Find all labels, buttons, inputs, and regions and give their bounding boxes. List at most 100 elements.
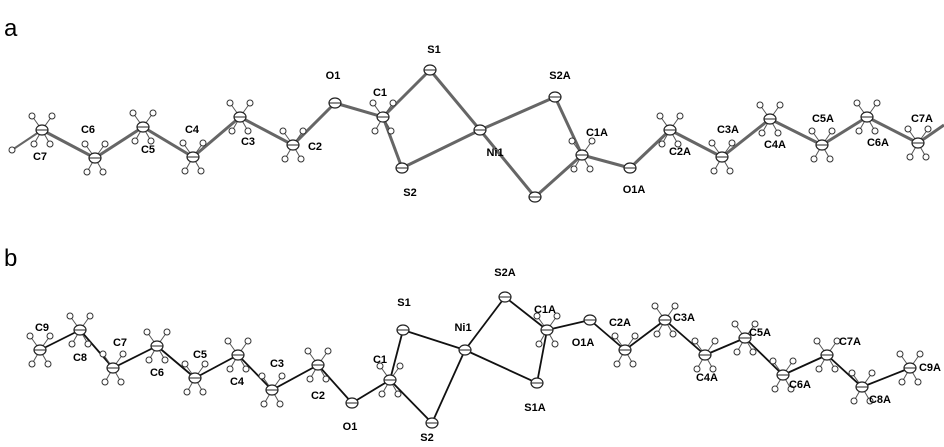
hydrogen (227, 100, 233, 106)
bond (480, 130, 535, 197)
hydrogen (305, 348, 311, 354)
hydrogen (397, 363, 403, 369)
hydrogen (711, 168, 717, 174)
bond (402, 130, 480, 168)
hydrogen (790, 358, 796, 364)
hydrogen (630, 361, 636, 367)
hydrogen (45, 361, 51, 367)
hydrogen (729, 140, 735, 146)
hydrogen (182, 168, 188, 174)
atom-label: C4 (230, 376, 245, 388)
atom-label: C5 (193, 349, 207, 361)
bond (383, 117, 402, 168)
atom-label: S2 (420, 432, 433, 444)
hydrogen (200, 140, 206, 146)
hydrogen (632, 333, 638, 339)
hydrogen (587, 166, 593, 172)
hydrogen (259, 373, 265, 379)
atom-label: C4 (185, 124, 200, 136)
hydrogen (652, 303, 658, 309)
atom-label: C8 (73, 352, 87, 364)
hydrogen (180, 140, 186, 146)
hydrogen (677, 113, 683, 119)
hydrogen (118, 379, 124, 385)
hydrogen (692, 338, 698, 344)
bond (465, 350, 537, 383)
atom-label: S1A (524, 402, 545, 414)
hydrogen (552, 341, 558, 347)
atom-label: C3 (270, 358, 284, 370)
bond (555, 97, 582, 155)
atom-label: C2 (311, 390, 325, 402)
bond (432, 350, 465, 423)
bond (383, 70, 430, 117)
hydrogen (395, 391, 401, 397)
atom-label: O1A (623, 184, 646, 196)
hydrogen (654, 331, 660, 337)
hydrogen (390, 100, 396, 106)
hydrogen (182, 361, 188, 367)
atom-label: C5A (812, 113, 834, 125)
hydrogen (279, 373, 285, 379)
hydrogen (227, 366, 233, 372)
hydrogen (777, 102, 783, 108)
hydrogen (102, 141, 108, 147)
hydrogen (727, 168, 733, 174)
atom-label: C5 (141, 144, 155, 156)
atom-label: C9A (919, 362, 941, 374)
bond (535, 155, 582, 197)
bond (390, 330, 403, 380)
hydrogen (712, 338, 718, 344)
atom-label: C3A (717, 124, 739, 136)
hydrogen (925, 126, 931, 132)
atom-label: C1A (534, 304, 556, 316)
hydrogen (100, 169, 106, 175)
atom-label: S2A (494, 267, 515, 279)
bond (630, 130, 670, 168)
bond (193, 117, 240, 157)
hydrogen (770, 358, 776, 364)
hydrogen (130, 110, 136, 116)
hydrogen (915, 379, 921, 385)
atom-label: C1 (373, 87, 387, 99)
hydrogen (750, 349, 756, 355)
hydrogen (775, 130, 781, 136)
atom-label: C7 (113, 337, 127, 349)
atom-label: O1 (326, 70, 341, 82)
hydrogen (85, 341, 91, 347)
atom-label: S2A (549, 70, 570, 82)
hydrogen (200, 389, 206, 395)
atom-label: C2A (669, 146, 691, 158)
hydrogen (261, 401, 267, 407)
atom-label: C3 (241, 136, 255, 148)
hydrogen (657, 113, 663, 119)
hydrogen (298, 156, 304, 162)
atom-label: C6 (81, 124, 95, 136)
atom-label: C9 (35, 322, 49, 334)
hydrogen (379, 391, 385, 397)
hydrogen (300, 128, 306, 134)
hydrogen (734, 349, 740, 355)
hydrogen (69, 341, 75, 347)
hydrogen (82, 141, 88, 147)
hydrogen (536, 341, 542, 347)
hydrogen (229, 128, 235, 134)
bond (480, 97, 555, 130)
atom-label: C5A (749, 327, 771, 339)
hydrogen (372, 128, 378, 134)
hydrogen (150, 110, 156, 116)
hydrogen (923, 154, 929, 160)
hydrogen (905, 126, 911, 132)
hydrogen (614, 361, 620, 367)
hydrogen (872, 128, 878, 134)
hydrogen (772, 386, 778, 392)
bond (293, 103, 335, 145)
atom-label: S2 (403, 187, 416, 199)
bond (430, 70, 480, 130)
hydrogen (897, 351, 903, 357)
hydrogen (388, 128, 394, 134)
atom-label: C7 (33, 151, 47, 163)
hydrogen (162, 357, 168, 363)
hydrogen (829, 128, 835, 134)
hydrogen (102, 379, 108, 385)
